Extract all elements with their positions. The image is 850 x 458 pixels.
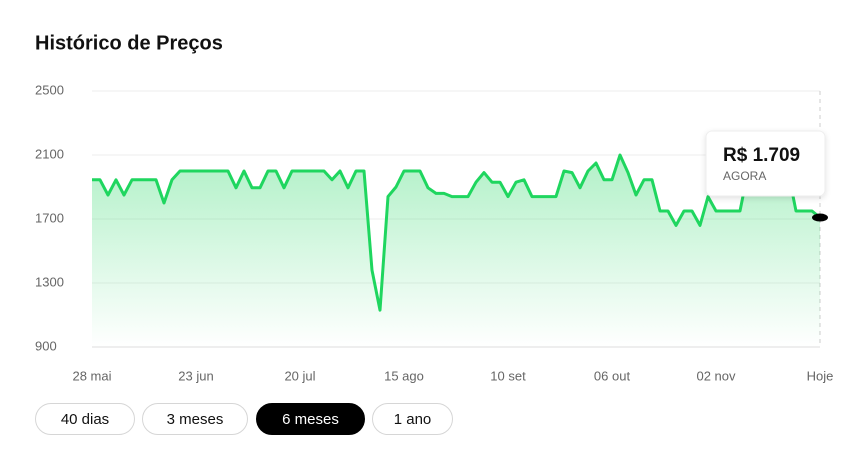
y-tick-label: 900 bbox=[35, 338, 57, 353]
range-button[interactable]: 1 ano bbox=[372, 403, 453, 435]
y-tick-label: 1300 bbox=[35, 274, 64, 289]
tooltip-value: R$ 1.709 bbox=[723, 145, 800, 166]
tooltip-caption: AGORA bbox=[723, 169, 766, 183]
range-button[interactable]: 6 meses bbox=[256, 403, 365, 435]
chart: Histórico de Preços 900 1300 1700 2100 2500 2… bbox=[35, 32, 834, 383]
tooltip: R$ 1.709 AGORA bbox=[705, 130, 826, 197]
y-tick-label: 2500 bbox=[35, 82, 64, 97]
tooltip-box bbox=[705, 130, 826, 197]
x-tick-label: 20 jul bbox=[284, 368, 315, 383]
x-tick-label: 10 set bbox=[490, 368, 526, 383]
range-button[interactable]: 40 dias bbox=[35, 403, 135, 435]
x-tick-label: 06 out bbox=[594, 368, 631, 383]
y-tick-label: 2100 bbox=[35, 146, 64, 161]
price-line bbox=[92, 153, 821, 312]
x-tick-label: 23 jun bbox=[178, 368, 213, 383]
x-tick-label: 15 ago bbox=[384, 368, 424, 383]
x-tick-label: 02 nov bbox=[696, 368, 736, 383]
range-button[interactable]: 3 meses bbox=[142, 403, 248, 435]
x-tick-label: 28 mai bbox=[72, 368, 111, 383]
chart-title: Histórico de Preços bbox=[35, 32, 223, 54]
y-tick-label: 1700 bbox=[35, 210, 64, 225]
current-point bbox=[812, 213, 828, 222]
x-tick-label: Hoje bbox=[807, 368, 834, 383]
area bbox=[92, 155, 820, 347]
